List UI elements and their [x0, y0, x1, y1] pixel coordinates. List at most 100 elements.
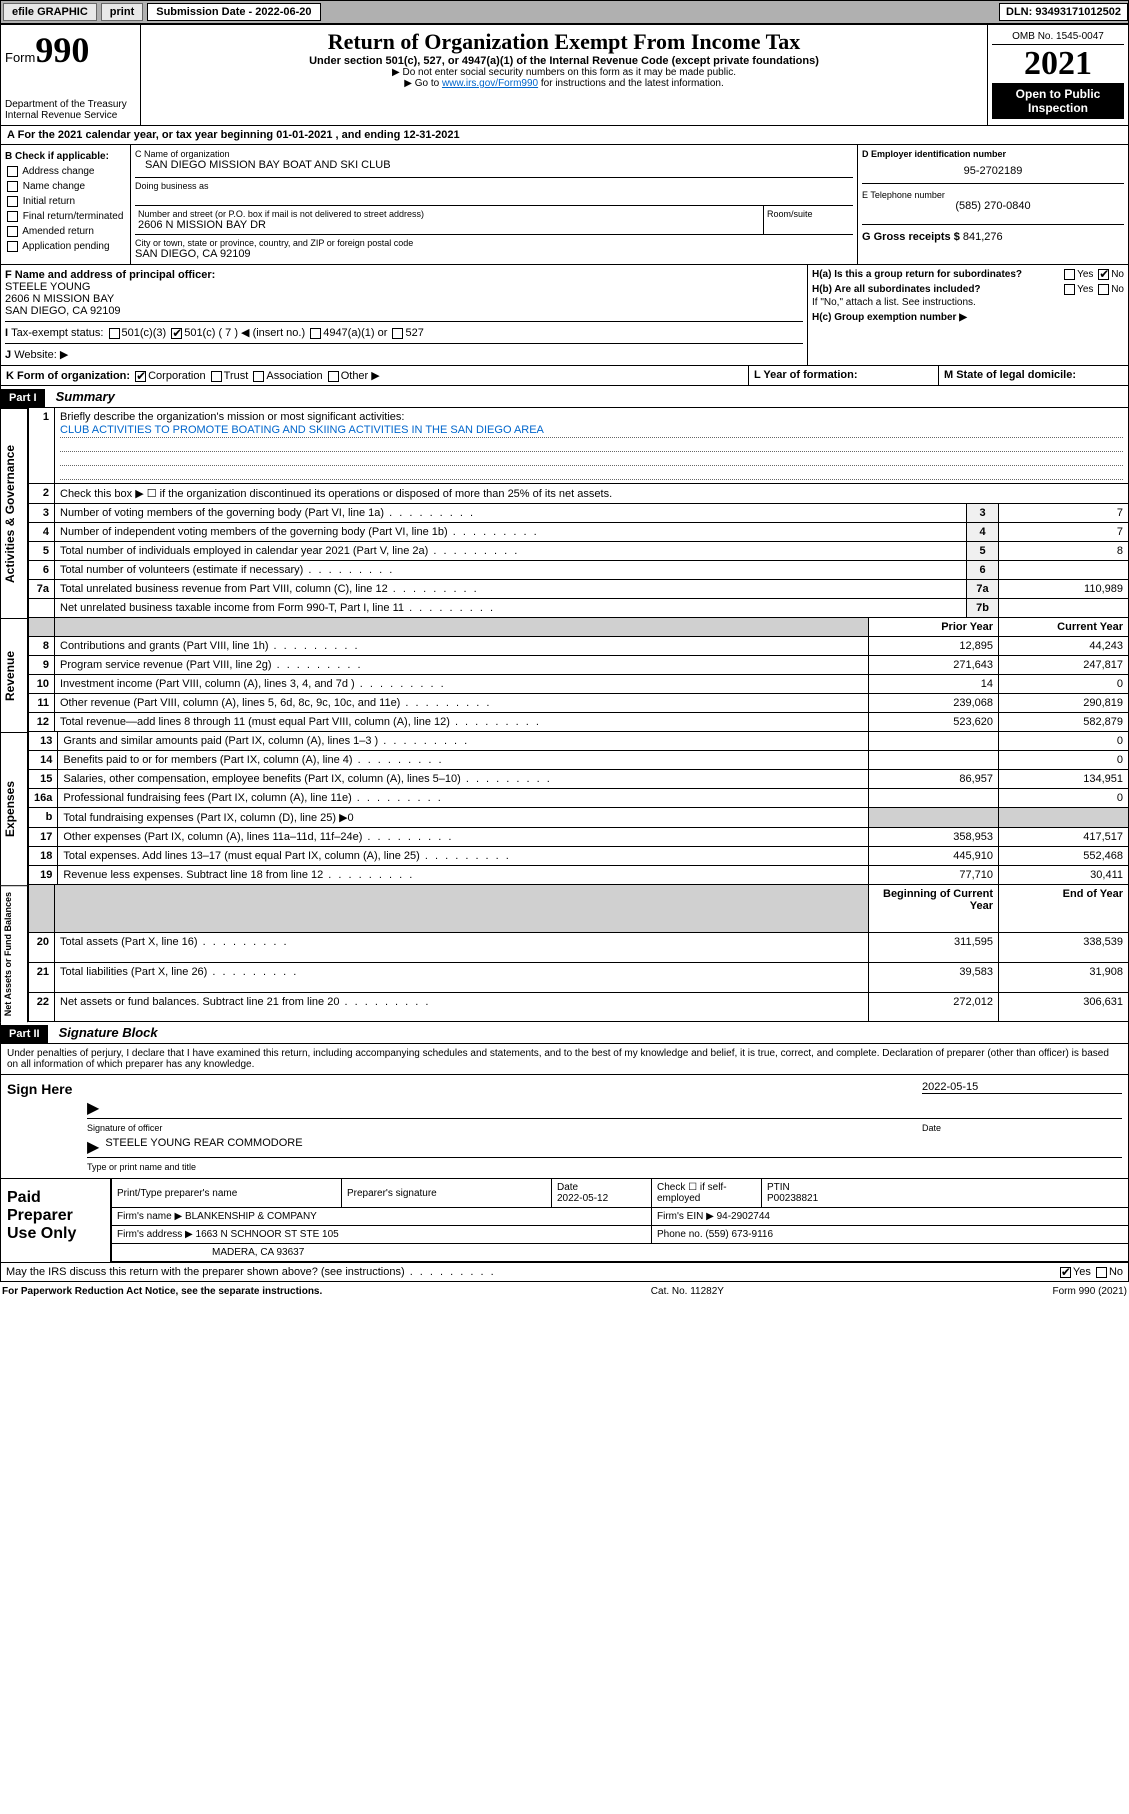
form-number: 990 [35, 30, 89, 70]
table-row: 8Contributions and grants (Part VIII, li… [29, 637, 1129, 656]
i-label: Tax-exempt status: [11, 327, 103, 339]
sig-date-val: 2022-05-15 [922, 1081, 1122, 1094]
omb: OMB No. 1545-0047 [992, 29, 1124, 45]
k-assoc[interactable] [253, 371, 264, 382]
cb-527[interactable] [392, 328, 403, 339]
sign-here: Sign Here [1, 1074, 81, 1178]
vlabel-na: Net Assets or Fund Balances [0, 885, 28, 1022]
prep-date-lbl: Date [557, 1182, 578, 1193]
street: 2606 N MISSION BAY DR [138, 219, 760, 231]
subtitle-3a: ▶ Go to [404, 78, 442, 89]
ag-row: Net unrelated business taxable income fr… [29, 599, 1129, 618]
prep-sig-lbl: Preparer's signature [342, 1179, 552, 1208]
prep-name-lbl: Print/Type preparer's name [112, 1179, 342, 1208]
b-item: Amended return [5, 224, 126, 239]
hb-yes[interactable] [1064, 284, 1075, 295]
officer-name: STEELE YOUNG [5, 281, 90, 293]
table-row: 19Revenue less expenses. Subtract line 1… [29, 866, 1129, 885]
part-i-title: Summary [48, 386, 123, 407]
table-row: 12Total revenue—add lines 8 through 11 (… [29, 713, 1129, 732]
firm-name: Firm's name ▶ BLANKENSHIP & COMPANY [112, 1208, 652, 1226]
mission: CLUB ACTIVITIES TO PROMOTE BOATING AND S… [60, 423, 1123, 438]
gross-receipts: 841,276 [963, 231, 1003, 243]
sig-date-label: Date [922, 1123, 1122, 1133]
tax-year: 2021 [992, 45, 1124, 83]
ptin: P00238821 [767, 1193, 818, 1204]
cb-501c[interactable] [171, 328, 182, 339]
hb-no[interactable] [1098, 284, 1109, 295]
dept: Department of the Treasury [5, 99, 136, 110]
part-i-label: Part I [1, 389, 45, 407]
print-btn[interactable]: print [101, 3, 143, 21]
table-row: 16aProfessional fundraising fees (Part I… [29, 789, 1129, 808]
g-label: G Gross receipts $ [862, 231, 960, 243]
k-other[interactable] [328, 371, 339, 382]
cb-501c3[interactable] [109, 328, 120, 339]
e-label: E Telephone number [862, 190, 1124, 200]
firm-city: MADERA, CA 93637 [112, 1244, 1129, 1262]
hb-label: H(b) Are all subordinates included? [812, 284, 981, 295]
form-header: Form990 Department of the Treasury Inter… [0, 24, 1129, 126]
summary-ag-table: 1 Briefly describe the organization's mi… [28, 408, 1129, 618]
foot-left: For Paperwork Reduction Act Notice, see … [2, 1286, 322, 1297]
may-no[interactable] [1096, 1267, 1107, 1278]
revenue-table: Prior YearCurrent Year 8Contributions an… [28, 618, 1129, 732]
vlabel-rev: Revenue [0, 618, 28, 732]
table-row: 20Total assets (Part X, line 16)311,5953… [29, 933, 1129, 963]
hc-label: H(c) Group exemption number ▶ [812, 312, 1124, 323]
firm-phone: Phone no. (559) 673-9116 [652, 1226, 1129, 1244]
foot-cat: Cat. No. 11282Y [651, 1286, 724, 1297]
ag-row: 3Number of voting members of the governi… [29, 504, 1129, 523]
f-label: F Name and address of principal officer: [5, 269, 215, 281]
room-label: Room/suite [763, 206, 853, 234]
part-i-header: Part I Summary [0, 386, 1129, 408]
vlabel-exp: Expenses [0, 732, 28, 885]
b-item: Initial return [5, 194, 126, 209]
m-label: M State of legal domicile: [944, 369, 1076, 381]
efile-btn[interactable]: efile GRAPHIC [3, 3, 97, 21]
i-o4: 527 [405, 327, 423, 339]
l2: Check this box ▶ ☐ if the organization d… [55, 484, 1129, 504]
table-row: 18Total expenses. Add lines 13–17 (must … [29, 847, 1129, 866]
ag-row: 6Total number of volunteers (estimate if… [29, 561, 1129, 580]
k-trust[interactable] [211, 371, 222, 382]
part-ii-title: Signature Block [51, 1022, 166, 1043]
period-line: A For the 2021 calendar year, or tax yea… [0, 126, 1129, 145]
table-row: bTotal fundraising expenses (Part IX, co… [29, 808, 1129, 828]
hdr-curr: Current Year [999, 618, 1129, 637]
part-ii-label: Part II [1, 1025, 48, 1043]
table-row: 13Grants and similar amounts paid (Part … [29, 732, 1129, 751]
cb-4947[interactable] [310, 328, 321, 339]
topbar: efile GRAPHIC print Submission Date - 20… [0, 0, 1129, 24]
paid-preparer: Paid Preparer Use Only Print/Type prepar… [0, 1179, 1129, 1263]
ha-yes[interactable] [1064, 269, 1075, 280]
phone: (585) 270-0840 [862, 200, 1124, 212]
table-row: 14Benefits paid to or for members (Part … [29, 751, 1129, 770]
b-item: Address change [5, 164, 126, 179]
k-corp[interactable] [135, 371, 146, 382]
ha-label: H(a) Is this a group return for subordin… [812, 269, 1022, 280]
officer-sig-name: STEELE YOUNG REAR COMMODORE [105, 1137, 302, 1157]
b-header: B Check if applicable: [5, 149, 126, 164]
k-l-m-row: K Form of organization: Corporation Trus… [0, 366, 1129, 386]
officer-addr2: SAN DIEGO, CA 92109 [5, 305, 121, 317]
footer: For Paperwork Reduction Act Notice, see … [0, 1282, 1129, 1301]
table-row: 22Net assets or fund balances. Subtract … [29, 992, 1129, 1022]
l-label: L Year of formation: [754, 369, 858, 381]
ag-row: 7aTotal unrelated business revenue from … [29, 580, 1129, 599]
ptin-lbl: PTIN [767, 1182, 790, 1193]
signature-block: Under penalties of perjury, I declare th… [0, 1044, 1129, 1179]
ha-no[interactable] [1098, 269, 1109, 280]
dba-label: Doing business as [135, 177, 853, 191]
prep-date: 2022-05-12 [557, 1193, 608, 1204]
city-label: City or town, state or province, country… [135, 238, 853, 248]
b-item: Final return/terminated [5, 209, 126, 224]
hdr-prior: Prior Year [869, 618, 999, 637]
ag-row: 5Total number of individuals employed in… [29, 542, 1129, 561]
name-type-label: Type or print name and title [87, 1162, 1122, 1172]
paid-header: Paid Preparer Use Only [1, 1179, 111, 1262]
table-row: 15Salaries, other compensation, employee… [29, 770, 1129, 789]
may-yes[interactable] [1060, 1267, 1071, 1278]
irs-link[interactable]: www.irs.gov/Form990 [442, 78, 538, 89]
vlabel-ag: Activities & Governance [0, 408, 28, 618]
